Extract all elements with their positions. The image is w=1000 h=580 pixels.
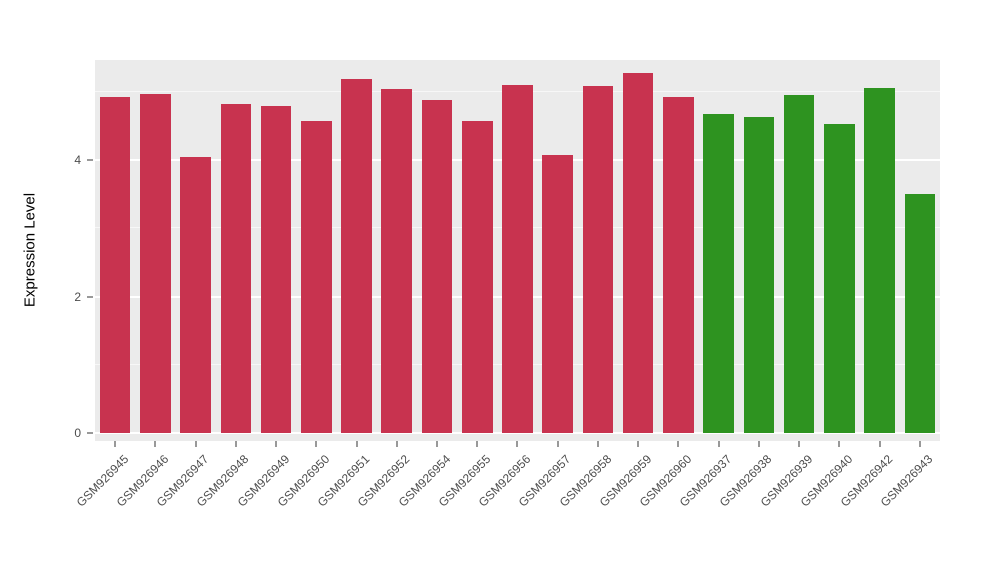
- x-axis-cell: GSM926960: [637, 441, 698, 580]
- bar-slot: [578, 60, 618, 433]
- x-tick-mark: [637, 441, 639, 447]
- bar-GSM926949: [260, 106, 292, 433]
- x-axis-cell: GSM926948: [194, 441, 256, 580]
- x-axis-cell: GSM926958: [556, 441, 618, 580]
- x-axis-cell: GSM926950: [275, 441, 336, 580]
- bar-GSM926951: [341, 79, 372, 433]
- bar-slot: [417, 60, 457, 433]
- bar-GSM926945: [99, 96, 131, 433]
- x-axis-cell: GSM926946: [114, 441, 175, 580]
- y-tick-label: 0: [74, 426, 81, 440]
- x-tick-mark: [235, 441, 237, 447]
- bar-slot: [739, 60, 779, 433]
- x-tick-mark: [597, 441, 599, 447]
- bar-GSM926938: [743, 116, 775, 433]
- bar-slot: [497, 60, 537, 433]
- x-axis-cell: GSM926939: [757, 441, 819, 580]
- x-axis-cell: GSM926951: [315, 441, 376, 580]
- bar-slot: [779, 60, 819, 433]
- bar-GSM926959: [622, 72, 654, 433]
- bar-GSM926950: [301, 120, 332, 433]
- x-axis-cell: GSM926947: [154, 441, 215, 580]
- bar-slot: [699, 60, 739, 433]
- bar-slot: [618, 60, 658, 433]
- y-tick-mark: [87, 432, 93, 434]
- x-tick-mark: [436, 441, 438, 447]
- bar-GSM926954: [421, 100, 453, 433]
- bar-GSM926948: [220, 103, 252, 433]
- x-tick-mark: [718, 441, 720, 447]
- x-axis-cell: GSM926945: [73, 441, 135, 580]
- bar-slot: [135, 60, 175, 433]
- bars-container: [95, 60, 940, 433]
- bar-GSM926952: [381, 88, 413, 433]
- x-tick-mark: [677, 441, 679, 447]
- x-axis-cell: GSM926940: [798, 441, 859, 580]
- x-tick-mark: [195, 441, 197, 447]
- x-tick-mark: [516, 441, 518, 447]
- bar-slot: [175, 60, 215, 433]
- x-axis-cell: GSM926942: [838, 441, 899, 580]
- bar-GSM926943: [904, 194, 936, 433]
- plot-panel: [95, 60, 940, 441]
- y-tick-mark: [87, 159, 93, 161]
- bar-slot: [538, 60, 578, 433]
- bar-slot: [457, 60, 497, 433]
- gridline-major: [95, 432, 940, 434]
- x-tick-mark: [557, 441, 559, 447]
- x-axis-cell: GSM926959: [597, 441, 658, 580]
- bar-slot: [216, 60, 256, 433]
- x-tick-mark: [798, 441, 800, 447]
- x-tick-mark: [919, 441, 921, 447]
- y-tick-mark: [87, 296, 93, 298]
- bar-GSM926947: [180, 156, 211, 433]
- x-tick-mark: [879, 441, 881, 447]
- y-tick-label: 4: [74, 153, 81, 168]
- bar-slot: [859, 60, 899, 433]
- x-axis-cell: GSM926957: [516, 441, 578, 580]
- x-axis-cell: GSM926949: [234, 441, 296, 580]
- x-axis-cell: GSM926955: [436, 441, 497, 580]
- bar-GSM926958: [582, 85, 614, 433]
- x-tick-mark: [396, 441, 398, 447]
- x-axis: GSM926945 GSM926946 GSM926947 GSM926948 GSM9…: [73, 441, 940, 580]
- bar-GSM926946: [140, 94, 171, 433]
- x-axis-cell: GSM926938: [717, 441, 779, 580]
- bar-slot: [95, 60, 135, 433]
- x-tick-mark: [476, 441, 478, 447]
- bar-GSM926942: [864, 87, 895, 433]
- bar-GSM926955: [461, 120, 493, 433]
- bar-GSM926939: [783, 94, 815, 433]
- x-axis-cell: GSM926954: [395, 441, 457, 580]
- x-tick-mark: [154, 441, 156, 447]
- x-axis-cell: GSM926956: [476, 441, 537, 580]
- x-axis-cell: GSM926952: [355, 441, 417, 580]
- bar-GSM926956: [502, 84, 533, 433]
- x-tick-mark: [275, 441, 277, 447]
- y-axis: 0 2 4: [0, 60, 95, 441]
- x-tick-mark: [356, 441, 358, 447]
- x-tick-mark: [838, 441, 840, 447]
- bar-slot: [256, 60, 296, 433]
- bar-slot: [296, 60, 336, 433]
- bar-slot: [336, 60, 376, 433]
- bar-GSM926957: [542, 154, 573, 433]
- bar-GSM926940: [824, 124, 855, 433]
- y-tick-label: 2: [74, 289, 81, 304]
- bar-slot: [658, 60, 698, 433]
- x-axis-cell: GSM926943: [878, 441, 940, 580]
- x-axis-cell: GSM926937: [677, 441, 739, 580]
- x-tick-mark: [315, 441, 317, 447]
- bar-slot: [377, 60, 417, 433]
- bar-GSM926937: [703, 113, 734, 433]
- x-tick-mark: [758, 441, 760, 447]
- bar-GSM926960: [663, 96, 694, 433]
- bar-slot: [819, 60, 859, 433]
- x-tick-mark: [114, 441, 116, 447]
- bar-slot: [900, 60, 940, 433]
